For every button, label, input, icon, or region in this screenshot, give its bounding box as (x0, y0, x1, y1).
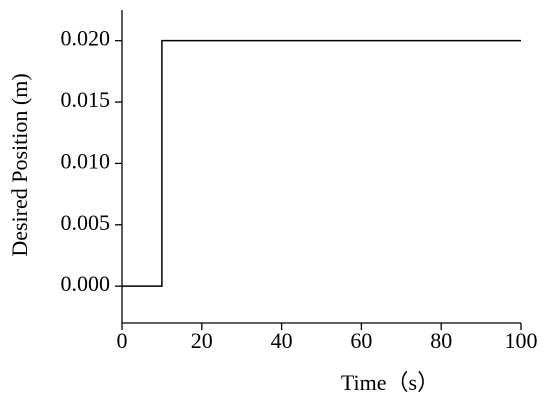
y-tick-label: 0.000 (61, 271, 111, 296)
y-axis-title: Desired Position (m) (7, 73, 32, 256)
y-tick-label: 0.015 (61, 87, 111, 112)
y-tick-label: 0.005 (61, 210, 111, 235)
x-tick-label: 0 (117, 328, 128, 353)
y-tick-label: 0.020 (61, 26, 111, 51)
x-tick-label: 80 (430, 328, 452, 353)
x-tick-label: 100 (505, 328, 538, 353)
x-tick-label: 40 (271, 328, 293, 353)
y-tick-label: 0.010 (61, 148, 111, 173)
x-axis-title: Time（s） (341, 370, 439, 395)
x-tick-label: 20 (191, 328, 213, 353)
x-tick-label: 60 (350, 328, 372, 353)
data-line (122, 39, 521, 287)
